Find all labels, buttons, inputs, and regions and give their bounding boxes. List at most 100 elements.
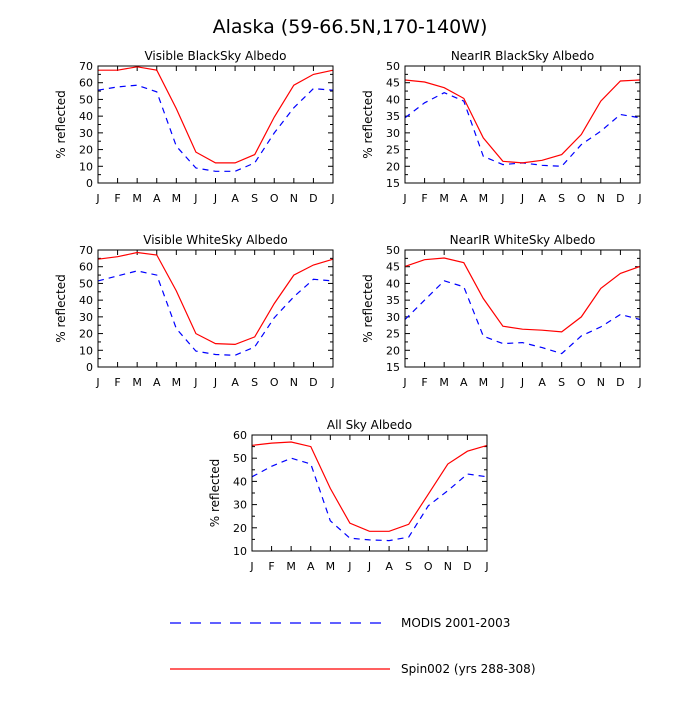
- x-tick-label: J: [330, 192, 334, 205]
- x-tick-label: J: [193, 192, 197, 205]
- series-line-spin002: [251, 441, 488, 532]
- x-tick-label: N: [444, 560, 452, 573]
- x-tick-label: A: [231, 192, 239, 205]
- x-tick-label: M: [326, 560, 336, 573]
- panel-title: Visible BlackSky Albedo: [144, 49, 286, 63]
- x-tick-label: N: [290, 376, 298, 389]
- y-tick-label: 40: [386, 277, 400, 290]
- x-tick-label: D: [616, 376, 624, 389]
- x-tick-label: J: [520, 376, 524, 389]
- y-tick-label: 10: [79, 160, 93, 173]
- series-line-spin002: [404, 79, 641, 164]
- y-axis-label: % reflected: [54, 274, 68, 343]
- x-tick-label: N: [597, 192, 605, 205]
- x-tick-label: A: [153, 192, 161, 205]
- x-tick-label: S: [558, 192, 565, 205]
- x-tick-label: D: [309, 192, 317, 205]
- legend-label-spin002: Spin002 (yrs 288-308): [401, 662, 536, 676]
- series-line-spin002: [97, 251, 334, 346]
- x-tick-label: J: [500, 192, 504, 205]
- y-tick-label: 50: [79, 93, 93, 106]
- y-tick-label: 30: [386, 127, 400, 140]
- x-tick-label: J: [330, 376, 334, 389]
- x-tick-label: J: [249, 560, 253, 573]
- y-tick-label: 40: [79, 294, 93, 307]
- y-tick-label: 0: [86, 361, 93, 374]
- y-tick-label: 30: [79, 311, 93, 324]
- x-tick-label: A: [538, 192, 546, 205]
- panel-title: NearIR BlackSky Albedo: [451, 49, 594, 63]
- x-tick-label: F: [114, 192, 120, 205]
- x-tick-label: D: [309, 376, 317, 389]
- y-tick-label: 0: [86, 177, 93, 190]
- x-tick-label: S: [558, 376, 565, 389]
- y-tick-label: 50: [386, 244, 400, 257]
- y-tick-label: 25: [386, 144, 400, 157]
- x-tick-label: A: [460, 192, 468, 205]
- x-tick-label: N: [290, 192, 298, 205]
- x-tick-label: J: [637, 192, 641, 205]
- x-tick-label: F: [114, 376, 120, 389]
- y-axis-label: % reflected: [361, 274, 375, 343]
- x-tick-label: J: [500, 376, 504, 389]
- legend-label-modis: MODIS 2001-2003: [401, 616, 510, 630]
- x-tick-label: F: [421, 192, 427, 205]
- panel-title: NearIR WhiteSky Albedo: [450, 233, 596, 247]
- x-tick-label: M: [172, 192, 182, 205]
- x-tick-label: J: [402, 192, 406, 205]
- series-line-modis: [97, 270, 334, 356]
- y-tick-label: 50: [233, 452, 247, 465]
- x-tick-label: O: [577, 376, 586, 389]
- x-tick-label: J: [213, 376, 217, 389]
- series-line-modis: [251, 457, 488, 542]
- y-tick-label: 70: [79, 60, 93, 73]
- series-line-modis: [404, 280, 641, 355]
- x-tick-label: M: [439, 192, 449, 205]
- x-tick-label: D: [463, 560, 471, 573]
- x-tick-label: A: [460, 376, 468, 389]
- x-tick-label: D: [616, 192, 624, 205]
- x-tick-label: J: [402, 376, 406, 389]
- x-tick-label: J: [213, 192, 217, 205]
- plot-frame: [404, 249, 641, 368]
- x-tick-label: A: [307, 560, 315, 573]
- y-tick-label: 40: [233, 475, 247, 488]
- x-tick-label: J: [95, 192, 99, 205]
- x-tick-label: M: [132, 376, 142, 389]
- y-tick-label: 60: [79, 261, 93, 274]
- x-tick-label: A: [231, 376, 239, 389]
- y-tick-label: 70: [79, 244, 93, 257]
- panel-title: All Sky Albedo: [327, 418, 412, 432]
- y-tick-label: 50: [79, 277, 93, 290]
- x-tick-label: J: [347, 560, 351, 573]
- y-tick-label: 20: [79, 144, 93, 157]
- y-tick-label: 10: [233, 545, 247, 558]
- x-tick-label: N: [597, 376, 605, 389]
- plot-frame: [404, 65, 641, 184]
- y-tick-label: 60: [79, 77, 93, 90]
- x-tick-label: O: [577, 192, 586, 205]
- y-tick-label: 40: [386, 93, 400, 106]
- series-line-modis: [97, 84, 334, 172]
- y-tick-label: 45: [386, 77, 400, 90]
- series-line-spin002: [98, 66, 334, 164]
- y-tick-label: 30: [386, 311, 400, 324]
- series-line-modis: [404, 92, 641, 167]
- x-tick-label: M: [132, 192, 142, 205]
- y-tick-label: 20: [233, 522, 247, 535]
- x-tick-label: M: [286, 560, 296, 573]
- x-tick-label: J: [637, 376, 641, 389]
- y-tick-label: 20: [386, 160, 400, 173]
- x-tick-label: A: [538, 376, 546, 389]
- y-tick-label: 60: [233, 429, 247, 442]
- y-tick-label: 50: [386, 60, 400, 73]
- plot-frame: [251, 434, 488, 552]
- y-tick-label: 20: [386, 344, 400, 357]
- x-tick-label: J: [520, 192, 524, 205]
- x-tick-label: S: [251, 192, 258, 205]
